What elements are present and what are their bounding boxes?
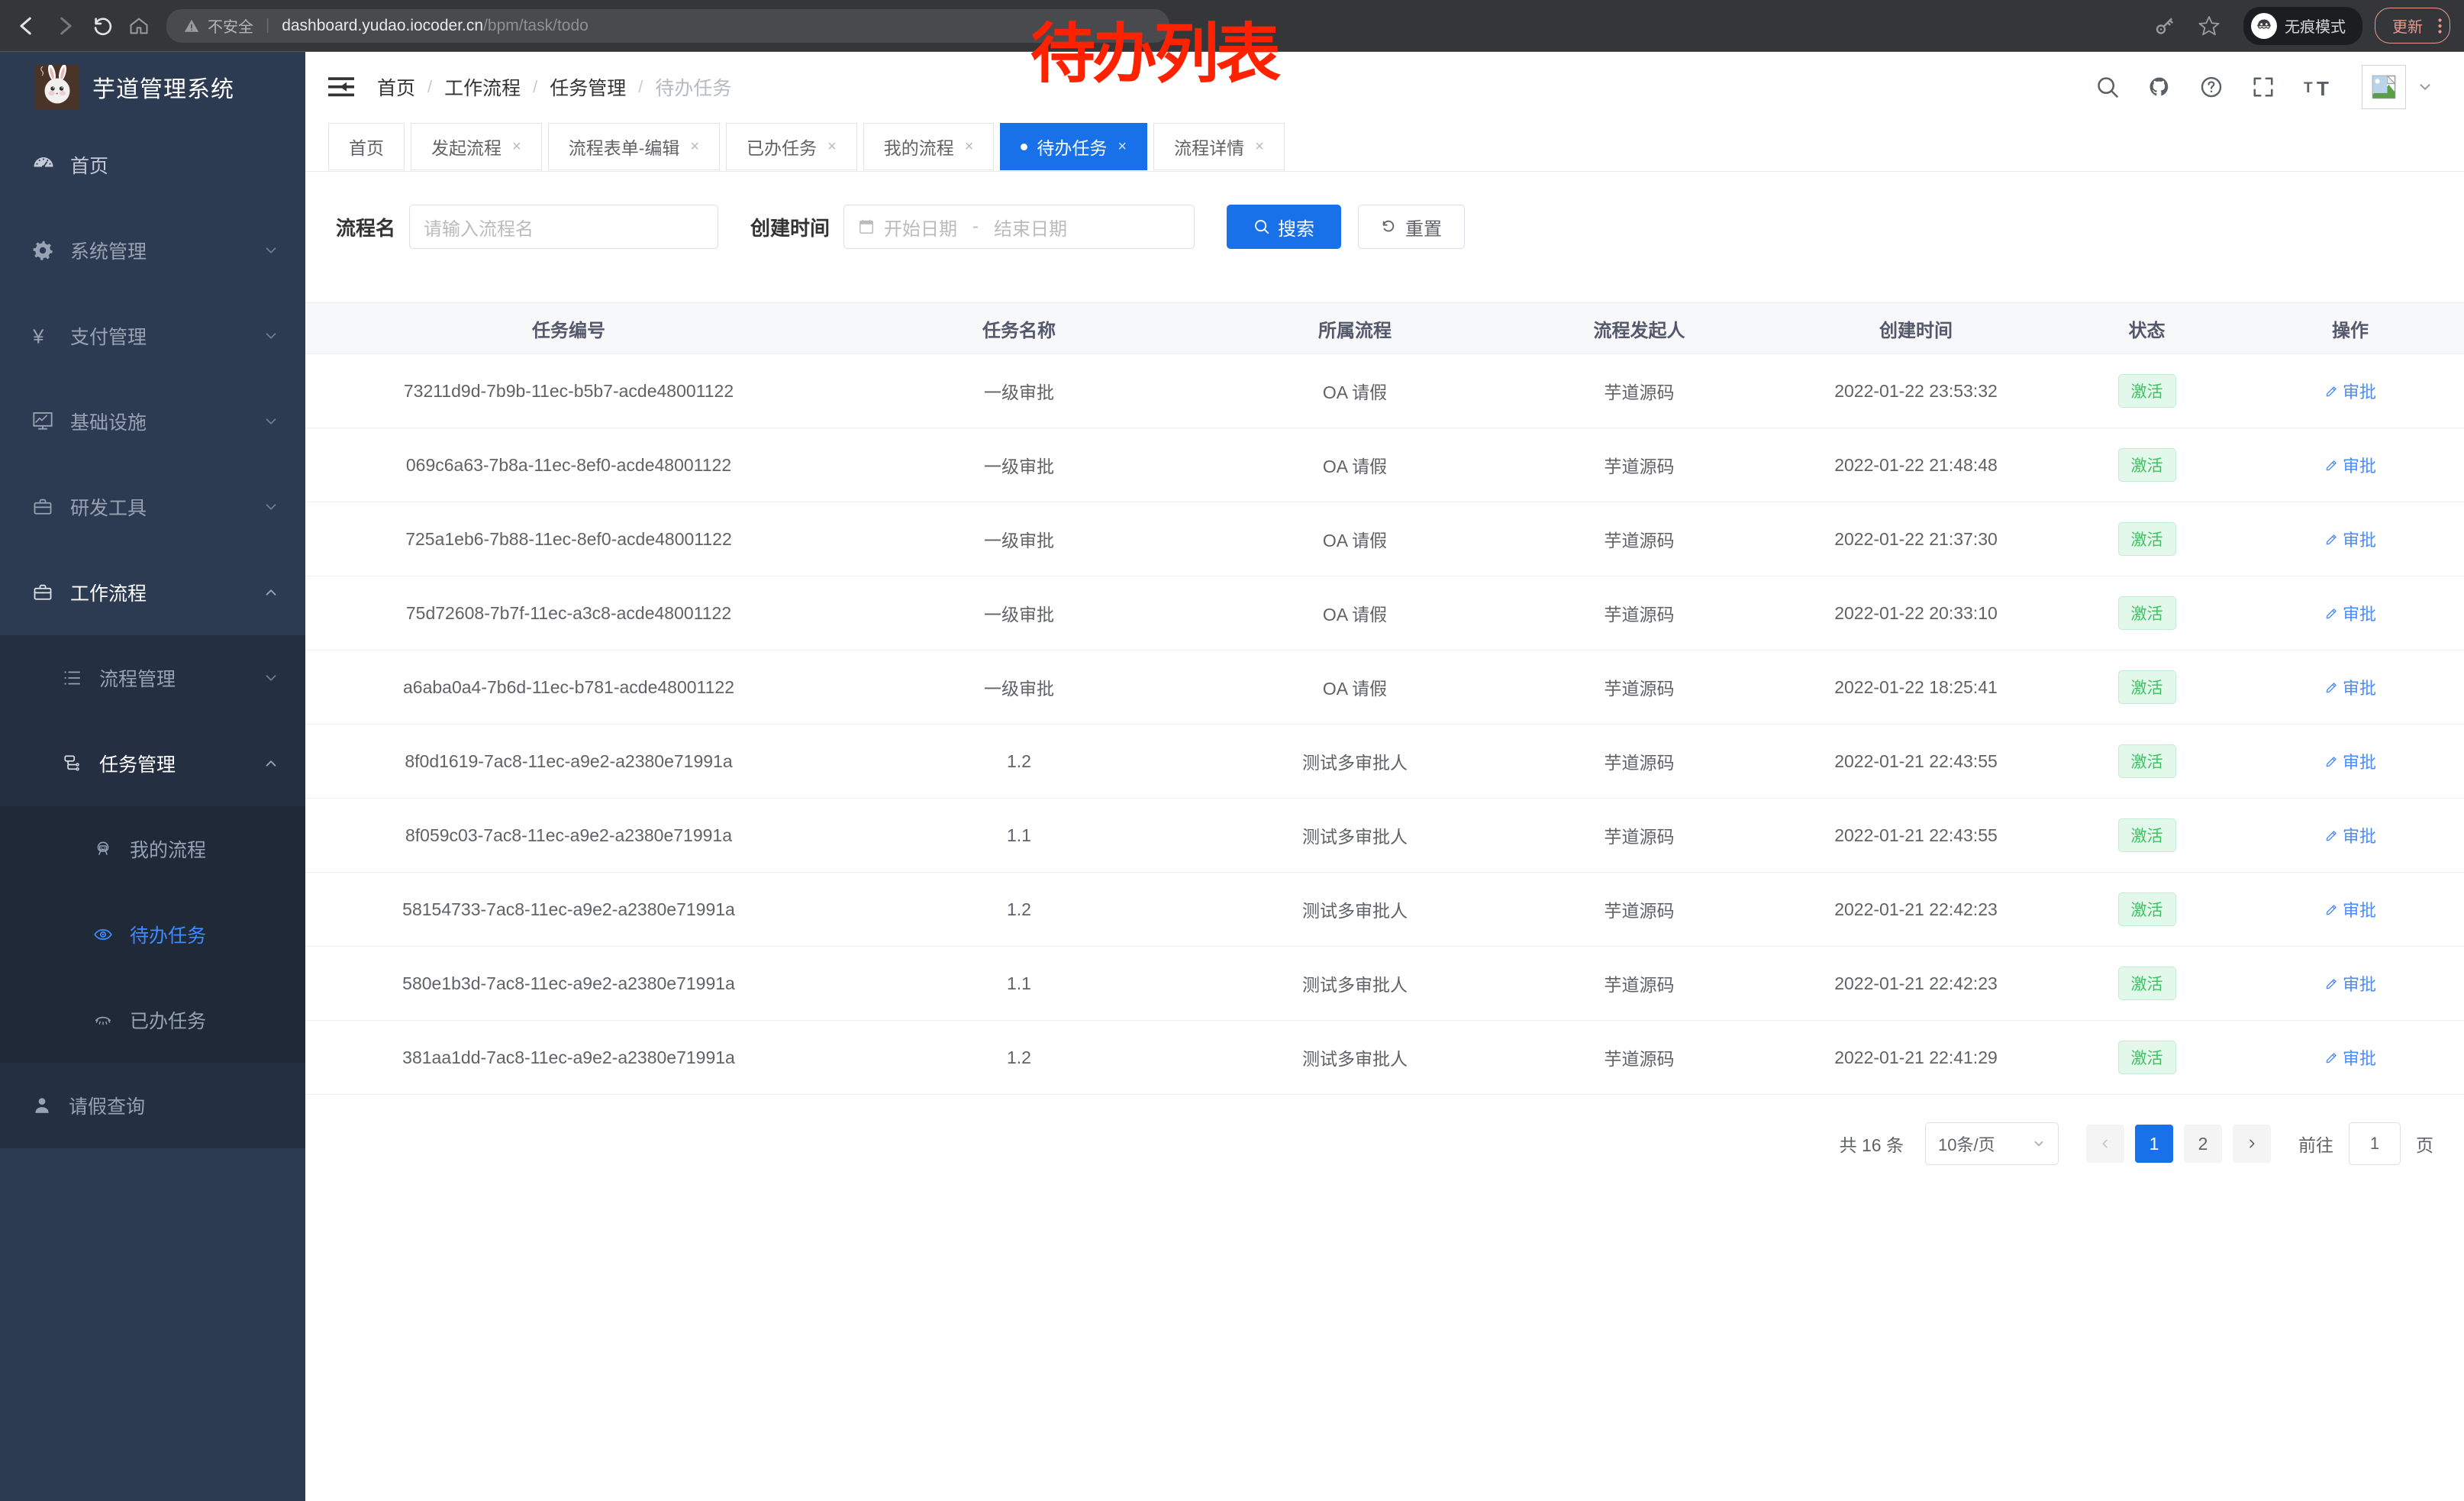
svg-text:¥: ¥ bbox=[32, 326, 44, 347]
svg-text:T: T bbox=[2304, 80, 2313, 96]
svg-text:T: T bbox=[2317, 77, 2329, 99]
